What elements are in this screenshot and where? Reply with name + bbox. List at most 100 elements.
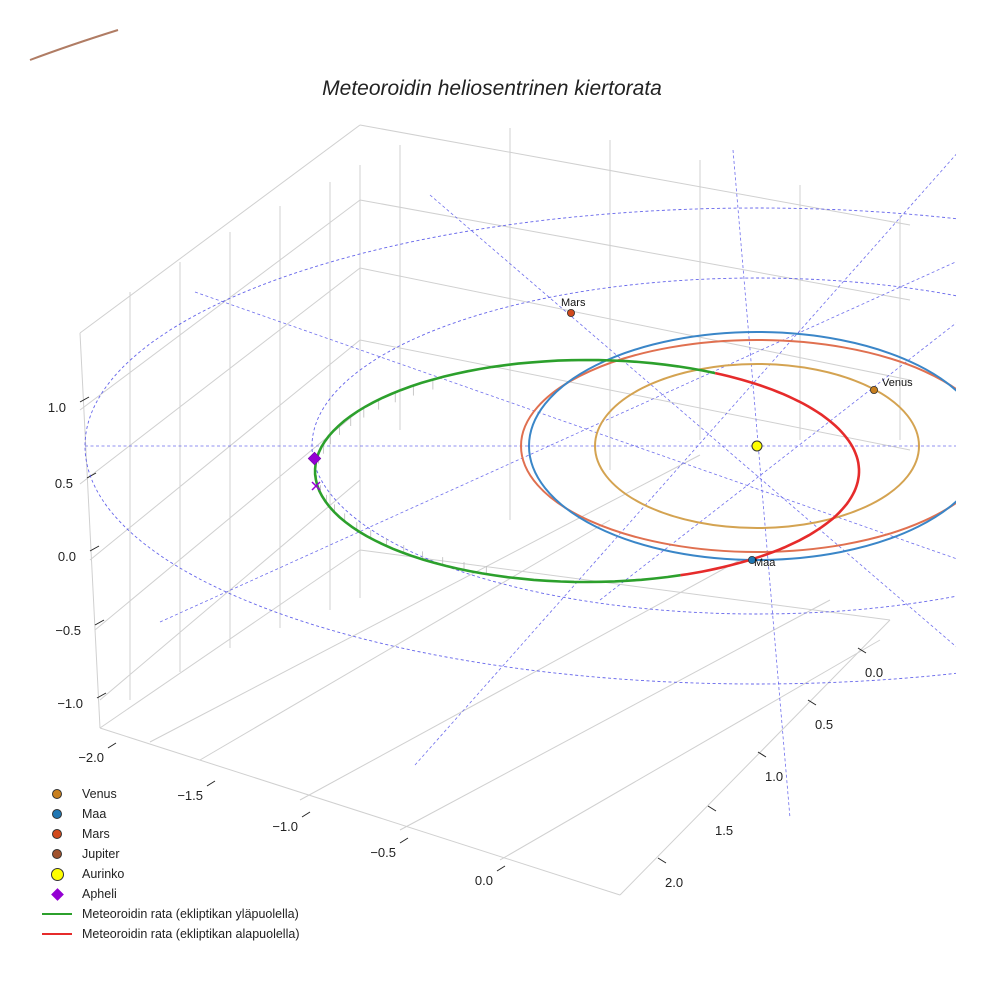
z-tick-label: 0.0 <box>58 549 76 564</box>
grid-line <box>299 559 741 801</box>
legend-item-below: Meteoroidin rata (ekliptikan alapuolella… <box>40 924 299 944</box>
z-tick-mark <box>89 545 100 552</box>
grid-line <box>399 599 831 831</box>
legend-label: Venus <box>82 787 117 801</box>
apheli-projection-marker <box>311 481 321 491</box>
y-tick-label: 1.5 <box>715 823 733 838</box>
orbit-plot: Venus Maa Mars <box>29 29 956 819</box>
grid-line <box>359 199 911 301</box>
y-tick-mark <box>857 647 867 654</box>
grid-line <box>359 267 911 381</box>
grid-line <box>359 339 911 451</box>
legend-marker <box>40 867 74 881</box>
grid-line <box>99 549 361 729</box>
y-tick-mark <box>807 699 817 706</box>
legend-marker <box>40 913 74 915</box>
legend-label: Jupiter <box>82 847 120 861</box>
legend-marker <box>40 809 74 819</box>
meteoroid-orbit-below <box>680 371 861 577</box>
grid-line <box>199 519 611 761</box>
mars-orbit <box>520 339 956 553</box>
chart-title: Meteoroidin heliosentrinen kiertorata <box>322 77 662 100</box>
y-tick-label: 0.5 <box>815 717 833 732</box>
legend-marker <box>40 887 74 901</box>
reference-circle <box>84 207 956 685</box>
sun-marker <box>751 440 763 452</box>
y-tick-mark <box>707 805 717 812</box>
x-tick-label: 0.0 <box>475 873 493 888</box>
y-tick-label: 0.0 <box>865 665 883 680</box>
maa-label: Maa <box>754 557 776 569</box>
x-tick-label: −1.5 <box>177 788 203 803</box>
chart-legend: Venus Maa Mars Jupiter Aurinko Apheli Meteoroi… <box>40 784 299 944</box>
legend-item-venus: Venus <box>40 784 299 804</box>
z-tick-mark <box>79 396 90 403</box>
reference-spoke <box>414 153 956 766</box>
z-tick-label: −1.0 <box>57 696 83 711</box>
x-tick-mark <box>399 837 409 844</box>
venus-label: Venus <box>882 377 913 389</box>
legend-label: Apheli <box>82 887 117 901</box>
grid-line <box>94 409 361 631</box>
reference-spoke <box>159 261 956 623</box>
y-tick-mark <box>757 751 767 758</box>
y-tick-label: 2.0 <box>665 875 683 890</box>
reference-spoke <box>429 194 956 648</box>
earth-orbit <box>528 331 956 561</box>
legend-marker <box>40 829 74 839</box>
reference-spoke <box>732 149 791 819</box>
legend-marker <box>40 933 74 935</box>
grid-line <box>99 727 621 896</box>
grid-line <box>79 267 361 485</box>
grid-line <box>619 619 891 896</box>
mars-marker <box>567 308 576 317</box>
venus-marker <box>870 385 879 394</box>
x-tick-label: −1.0 <box>272 819 298 834</box>
apheli-marker <box>307 451 322 466</box>
grid-line <box>79 199 361 411</box>
z-tick-label: 1.0 <box>48 400 66 415</box>
legend-item-jupiter: Jupiter <box>40 844 299 864</box>
legend-marker <box>40 849 74 859</box>
z-tick-label: −0.5 <box>55 623 81 638</box>
grid-line <box>79 124 361 334</box>
legend-label: Maa <box>82 807 107 821</box>
legend-item-aurinko: Aurinko <box>40 864 299 884</box>
reference-spoke <box>599 322 956 601</box>
y-tick-label: 1.0 <box>765 769 783 784</box>
axis-ticks: 1.0 0.5 0.0 −0.5 −1.0 −2.0 −1.5 −1.0 −0.5 0.0 0.0 0… <box>48 396 883 890</box>
x-tick-mark <box>301 811 311 818</box>
jupiter-orbit <box>29 29 119 61</box>
grid-line <box>89 339 361 561</box>
grid-line <box>99 479 361 701</box>
legend-label: Meteoroidin rata (ekliptikan yläpuolella… <box>82 907 299 921</box>
grid-line <box>499 639 881 861</box>
x-tick-mark <box>107 742 117 749</box>
legend-label: Aurinko <box>82 867 125 881</box>
maa-marker <box>748 556 757 565</box>
grid-line <box>79 332 101 729</box>
legend-item-above: Meteoroidin rata (ekliptikan yläpuolella… <box>40 904 299 924</box>
venus-orbit <box>594 363 920 529</box>
grid-line <box>149 454 701 743</box>
axes-grid <box>79 124 911 896</box>
reference-spoke <box>194 291 956 560</box>
legend-label: Mars <box>82 827 110 841</box>
z-tick-mark <box>94 619 105 626</box>
x-tick-label: −2.0 <box>78 750 104 765</box>
grid-line <box>359 124 911 226</box>
legend-marker <box>40 789 74 799</box>
x-tick-mark <box>206 780 216 787</box>
grid-line <box>359 549 891 621</box>
legend-item-maa: Maa <box>40 804 299 824</box>
x-tick-mark <box>496 865 506 872</box>
legend-item-mars: Mars <box>40 824 299 844</box>
legend-item-apheli: Apheli <box>40 884 299 904</box>
z-tick-mark <box>86 472 97 479</box>
y-tick-mark <box>657 857 667 864</box>
legend-label: Meteoroidin rata (ekliptikan alapuolella… <box>82 927 300 941</box>
mars-label: Mars <box>561 297 586 309</box>
z-tick-mark <box>96 692 107 699</box>
z-tick-label: 0.5 <box>55 476 73 491</box>
x-tick-label: −0.5 <box>370 845 396 860</box>
